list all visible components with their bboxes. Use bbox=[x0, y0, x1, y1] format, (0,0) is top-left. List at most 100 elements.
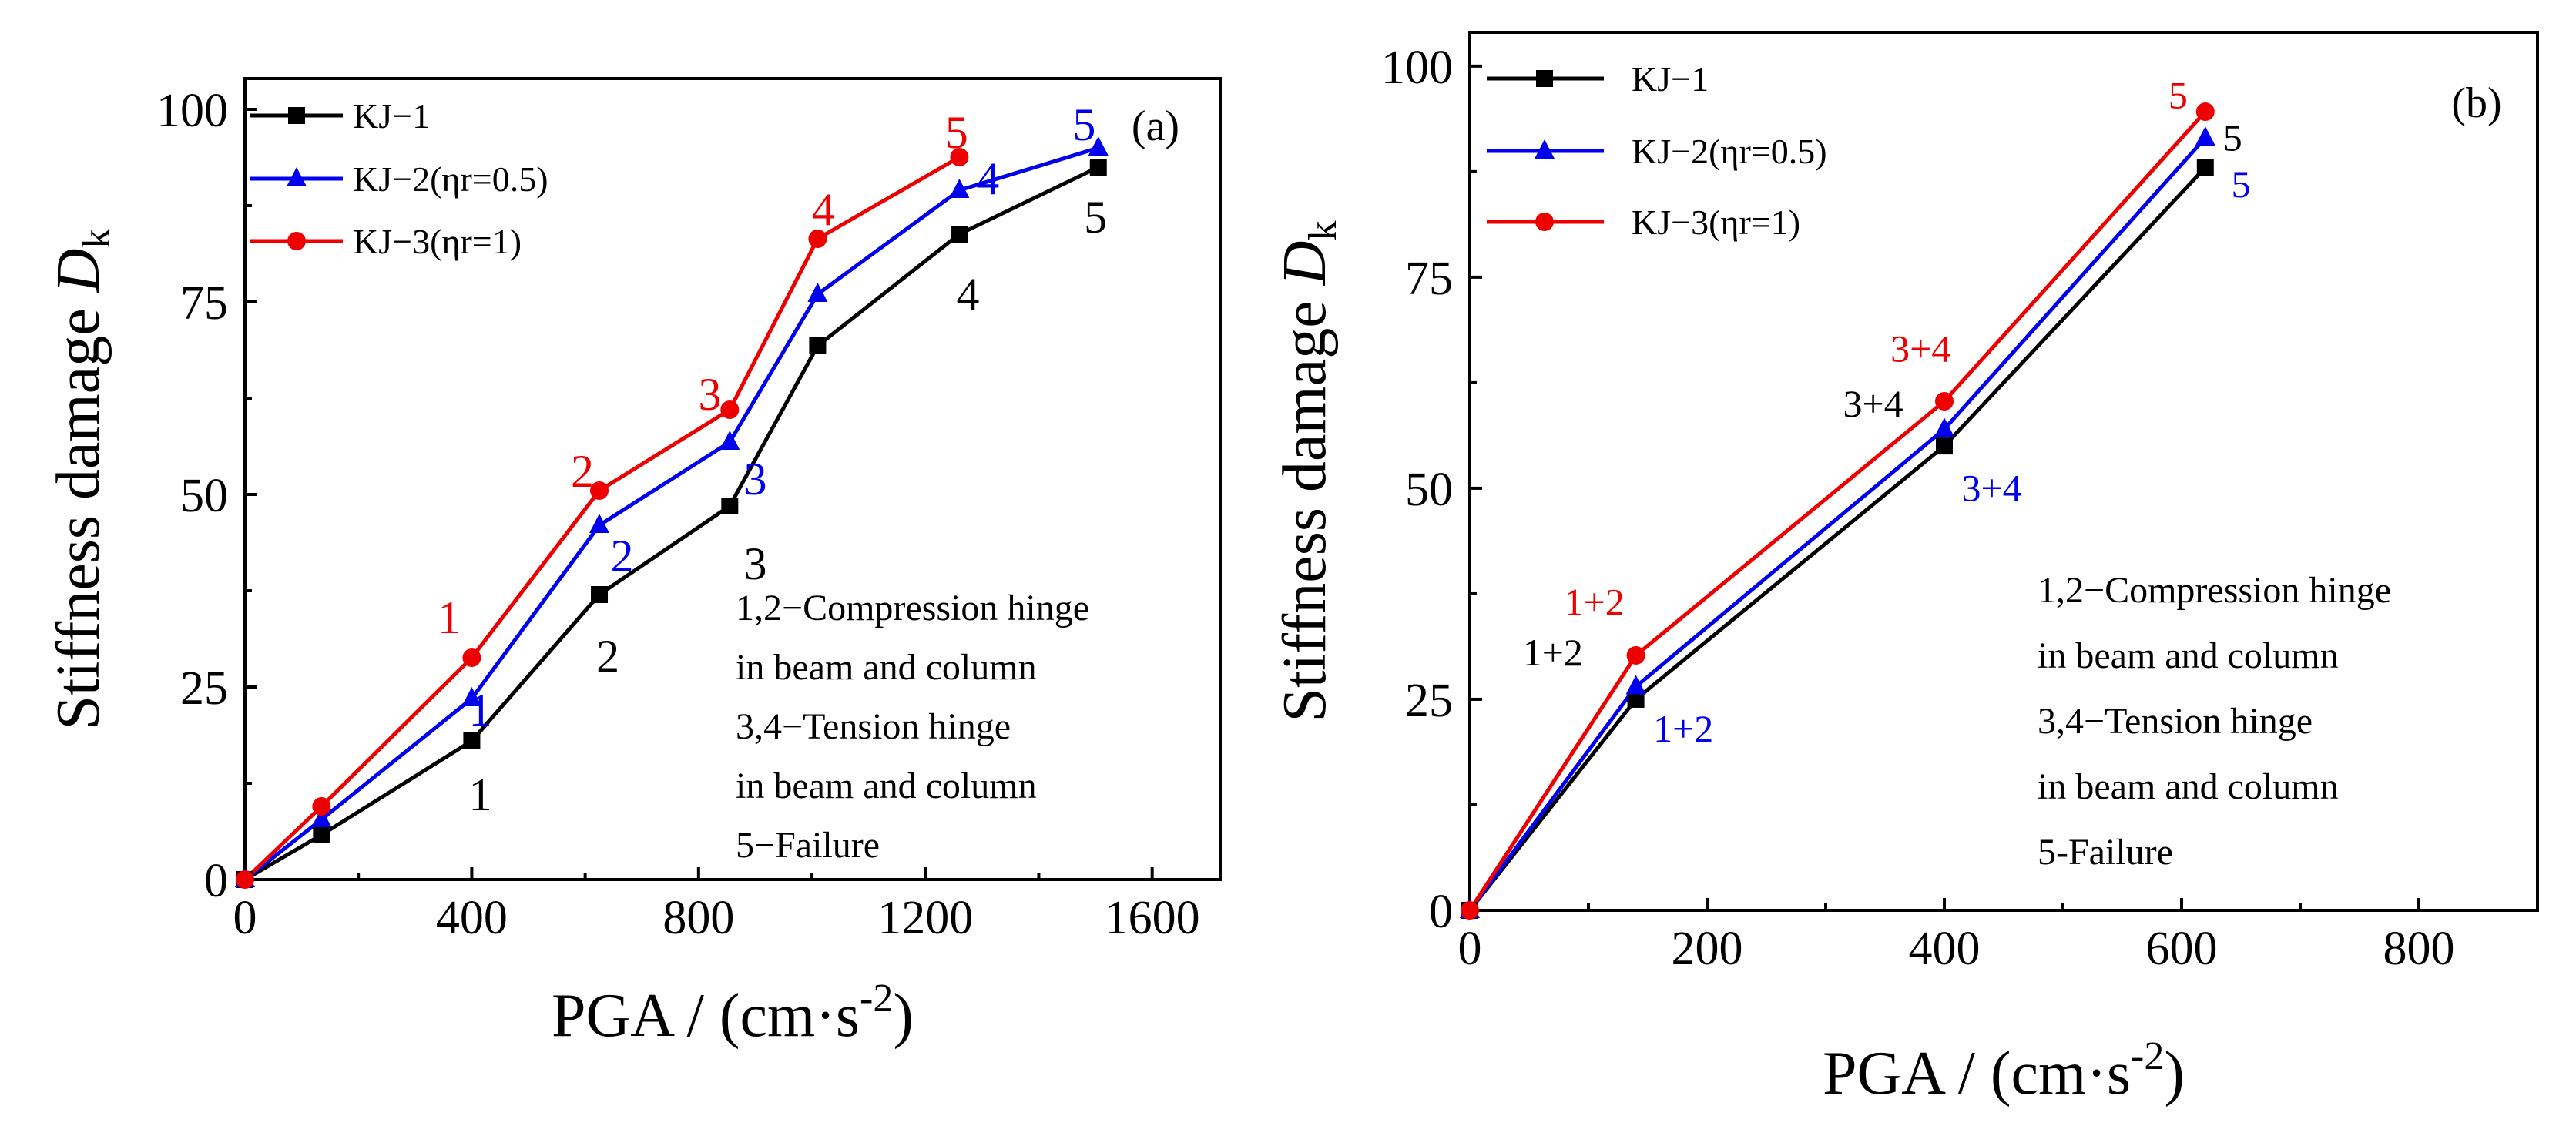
point-label: 5 bbox=[2223, 116, 2242, 159]
point-label: 5 bbox=[1084, 192, 1107, 243]
data-point-kj1 bbox=[1089, 159, 1107, 176]
point-label: 5 bbox=[2168, 74, 2188, 117]
data-point-kj3 bbox=[1626, 645, 1645, 665]
legend-marker-kj3 bbox=[287, 232, 306, 250]
chart-panel-b: 0 200 400 600 800 0 25 50 75 100 1+2 1+2 1+2 3+4 3+4 3… bbox=[1271, 31, 2539, 1108]
point-label: 1 bbox=[468, 769, 491, 820]
y-axis-title: Stiffness damage Dk bbox=[45, 228, 119, 729]
legend-marker-kj3 bbox=[1535, 213, 1554, 231]
x-tick-label: 600 bbox=[2146, 923, 2218, 975]
annotation-line: 3,4−Tension hinge bbox=[736, 706, 1011, 747]
legend: KJ−1 KJ−2(ηr=0.5) KJ−3(ηr=1) bbox=[250, 96, 548, 261]
legend: KJ−1 KJ−2(ηr=0.5) KJ−3(ηr=1) bbox=[1487, 59, 1827, 242]
data-point-kj2 bbox=[311, 808, 332, 827]
x-tick-label: 400 bbox=[1909, 923, 1981, 975]
point-label: 4 bbox=[976, 153, 999, 204]
series-line-kj1 bbox=[1468, 166, 2207, 912]
y-tick-label: 75 bbox=[180, 277, 228, 330]
plot-frame bbox=[243, 77, 1222, 881]
y-tick-label: 25 bbox=[1405, 675, 1453, 727]
legend-entry-kj2: KJ−2(ηr=0.5) bbox=[1487, 132, 1827, 171]
legend-label-kj3: KJ−3(ηr=1) bbox=[1632, 203, 1800, 242]
data-point-kj3 bbox=[312, 797, 331, 816]
legend-entry-kj3: KJ−3(ηr=1) bbox=[250, 222, 522, 261]
axis-ticks: 0 200 400 600 800 0 25 50 75 100 bbox=[1381, 42, 2455, 975]
data-point-kj1 bbox=[313, 826, 330, 843]
legend-entry-kj3: KJ−3(ηr=1) bbox=[1487, 203, 1800, 242]
data-point-kj1 bbox=[1936, 437, 1953, 455]
x-axis-title: PGA / (cm·s-2) bbox=[552, 977, 914, 1050]
series-line-kj3 bbox=[1467, 110, 2207, 912]
point-label: 5 bbox=[945, 107, 968, 158]
series-line-kj2 bbox=[1467, 136, 2207, 912]
plot-frame bbox=[1468, 31, 2539, 912]
point-label: 1+2 bbox=[1565, 580, 1625, 623]
point-label: 3 bbox=[743, 454, 766, 504]
legend-entry-kj1: KJ−1 bbox=[250, 96, 430, 136]
x-tick-label: 200 bbox=[1672, 923, 1743, 975]
series-line-kj2 bbox=[243, 146, 1099, 881]
data-point-kj2 bbox=[949, 179, 970, 198]
x-tick-label: 0 bbox=[233, 892, 257, 944]
annotation-block: 1,2−Compression hinge in beam and column… bbox=[2038, 570, 2391, 873]
y-tick-label: 100 bbox=[1381, 42, 1453, 94]
legend-marker-kj1 bbox=[288, 107, 305, 124]
point-label: 3+4 bbox=[1961, 466, 2021, 509]
point-label: 3 bbox=[699, 369, 722, 420]
series-layer bbox=[235, 136, 1109, 889]
data-point-kj2 bbox=[461, 687, 482, 706]
point-label: 3+4 bbox=[1890, 327, 1950, 370]
point-label: 5 bbox=[1072, 99, 1095, 150]
point-label: 1+2 bbox=[1653, 707, 1713, 750]
data-point-kj3 bbox=[1935, 392, 1954, 411]
legend-marker-kj1 bbox=[1536, 70, 1553, 87]
point-label: 2 bbox=[596, 631, 619, 682]
data-point-kj1 bbox=[1627, 690, 1645, 708]
data-point-kj1 bbox=[951, 226, 968, 243]
x-tick-label: 1600 bbox=[1105, 892, 1200, 944]
annotation-line: in beam and column bbox=[2038, 766, 2339, 807]
legend-label-kj2: KJ−2(ηr=0.5) bbox=[353, 159, 548, 199]
legend-label-kj1: KJ−1 bbox=[353, 96, 430, 136]
x-tick-label: 800 bbox=[2383, 923, 2455, 975]
y-tick-label: 75 bbox=[1405, 253, 1453, 305]
data-point-kj1 bbox=[2196, 159, 2214, 176]
annotation-line: in beam and column bbox=[736, 766, 1037, 806]
data-point-kj1 bbox=[809, 337, 827, 354]
data-point-kj1 bbox=[591, 586, 609, 603]
y-tick-label: 0 bbox=[204, 855, 228, 907]
y-axis-title: Stiffness damage Dk bbox=[1271, 220, 1345, 722]
point-label: 1 bbox=[438, 592, 461, 643]
y-tick-label: 100 bbox=[156, 85, 228, 137]
x-tick-label: 0 bbox=[1458, 923, 1482, 975]
data-point-kj3 bbox=[236, 870, 254, 889]
data-point-kj3 bbox=[2195, 102, 2215, 122]
data-point-kj3 bbox=[1461, 901, 1479, 920]
data-point-kj1 bbox=[721, 498, 739, 514]
annotation-line: 5-Failure bbox=[2038, 832, 2173, 873]
point-label: 5 bbox=[2232, 163, 2251, 206]
series-layer bbox=[1460, 102, 2215, 920]
point-label: 3 bbox=[743, 538, 766, 589]
point-label: 4 bbox=[812, 184, 835, 235]
annotation-line: in beam and column bbox=[736, 647, 1037, 688]
y-tick-label: 50 bbox=[1405, 464, 1453, 516]
point-label: 1+2 bbox=[1523, 631, 1583, 674]
legend-entry-kj2: KJ−2(ηr=0.5) bbox=[250, 159, 548, 199]
data-point-kj2 bbox=[589, 514, 610, 533]
data-point-kj3 bbox=[950, 148, 969, 166]
annotation-line: in beam and column bbox=[2038, 635, 2339, 676]
point-label: 2 bbox=[571, 446, 594, 497]
data-point-kj3 bbox=[720, 400, 740, 419]
y-tick-label: 0 bbox=[1429, 886, 1453, 938]
annotation-line: 1,2−Compression hinge bbox=[2038, 570, 2391, 611]
y-tick-label: 25 bbox=[180, 662, 228, 715]
legend-label-kj1: KJ−1 bbox=[1632, 59, 1709, 99]
data-point-kj1 bbox=[463, 732, 481, 749]
data-point-kj2 bbox=[2195, 126, 2215, 146]
panel-label: (b) bbox=[2451, 79, 2501, 127]
